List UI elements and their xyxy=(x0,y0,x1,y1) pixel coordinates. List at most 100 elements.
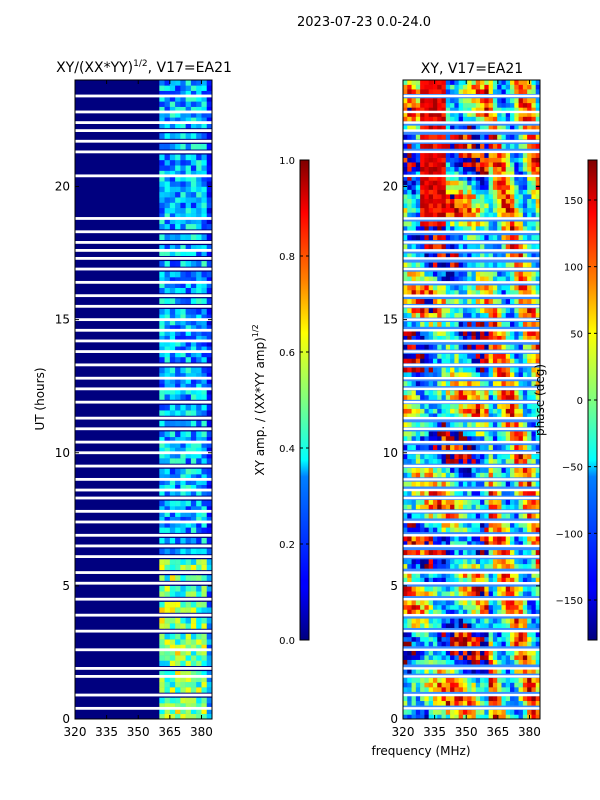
right-heatmap-cell xyxy=(492,308,498,314)
left-heatmap-cell xyxy=(206,548,213,555)
right-heatmap-cell xyxy=(411,404,417,409)
left-heatmap-cell xyxy=(196,223,202,230)
right-heatmap-cell xyxy=(432,235,438,241)
right-heatmap-cell xyxy=(527,189,532,195)
left-heatmap-cell xyxy=(169,335,176,342)
right-heatmap-cell xyxy=(497,262,502,268)
right-heatmap-cell xyxy=(535,353,541,359)
right-heatmap-cell xyxy=(501,276,507,282)
right-heatmap-cell xyxy=(488,198,494,204)
right-heatmap-cell xyxy=(510,107,515,113)
right-heatmap-cell xyxy=(518,80,524,85)
right-heatmap-cell xyxy=(510,623,515,629)
left-heatmap-cell xyxy=(196,165,202,171)
right-heatmap-cell xyxy=(484,632,489,638)
left-title: XY/(XX*YY)1/2, V17=EA21 xyxy=(56,59,232,76)
right-heatmap-cell xyxy=(437,609,442,615)
right-heatmap-cell xyxy=(424,171,429,177)
left-heatmap-cell xyxy=(196,591,202,597)
right-heatmap-cell xyxy=(505,499,511,505)
right-heatmap-cell xyxy=(492,540,498,546)
left-heatmap-cell xyxy=(180,191,186,198)
right-heatmap-cell xyxy=(454,454,459,460)
left-heatmap-cell xyxy=(201,245,208,251)
right-heatmap-cell xyxy=(535,335,541,341)
right-heatmap-cell xyxy=(535,321,541,327)
right-heatmap-cell xyxy=(467,390,472,396)
right-heatmap-cell xyxy=(411,299,417,304)
right-heatmap-cell xyxy=(492,153,498,158)
left-heatmap-cell xyxy=(206,388,213,395)
right-heatmap-cell xyxy=(501,125,507,131)
right-heatmap-cell xyxy=(527,413,532,419)
right-heatmap-cell xyxy=(475,381,481,387)
right-heatmap-cell xyxy=(437,262,442,268)
right-heatmap-cell xyxy=(462,276,468,282)
left-heatmap-cell xyxy=(196,111,202,118)
right-heatmap-cell xyxy=(450,641,455,647)
right-heatmap-cell xyxy=(510,604,515,610)
right-heatmap-cell xyxy=(475,367,481,373)
right-heatmap-cell xyxy=(527,481,532,487)
right-heatmap-cell xyxy=(445,107,451,113)
right-heatmap-cell xyxy=(501,481,507,487)
right-heatmap-cell xyxy=(505,344,511,350)
right-heatmap-cell xyxy=(454,335,459,341)
right-heatmap-cell xyxy=(497,235,502,241)
right-heatmap-cell xyxy=(415,687,421,692)
left-gap-line xyxy=(75,581,212,585)
left-heatmap-cell xyxy=(185,122,192,129)
right-heatmap-cell xyxy=(458,563,464,569)
right-heatmap-cell xyxy=(471,289,477,295)
left-gap-line xyxy=(75,241,212,244)
right-heatmap-cell xyxy=(467,413,472,419)
right-heatmap-cell xyxy=(505,563,511,569)
right-heatmap-cell xyxy=(467,714,472,720)
right-heatmap-cell xyxy=(510,609,515,615)
right-heatmap-cell xyxy=(501,472,507,478)
right-heatmap-cell xyxy=(458,641,464,647)
right-heatmap-cell xyxy=(411,394,417,400)
right-heatmap-cell xyxy=(428,102,434,108)
right-heatmap-cell xyxy=(522,659,528,665)
right-heatmap-cell xyxy=(411,212,417,218)
right-heatmap-cell xyxy=(458,271,464,277)
right-heatmap-cell xyxy=(475,198,481,204)
right-heatmap-cell xyxy=(437,166,442,172)
right-heatmap-cell xyxy=(420,125,425,131)
right-heatmap-cell xyxy=(484,134,489,140)
left-heatmap-cell xyxy=(164,521,171,528)
right-heatmap-cell xyxy=(441,226,447,231)
right-heatmap-cell xyxy=(475,422,481,428)
left-heatmap-cell xyxy=(190,95,197,102)
right-heatmap-cell xyxy=(475,687,481,692)
left-heatmap-cell xyxy=(180,117,186,123)
right-heatmap-cell xyxy=(462,312,468,318)
right-heatmap-cell xyxy=(454,591,459,597)
left-heatmap-cell xyxy=(175,420,181,427)
right-heatmap-cell xyxy=(488,431,494,437)
left-heatmap-cell xyxy=(175,607,181,613)
left-heatmap-cell xyxy=(190,516,197,523)
right-heatmap-cell xyxy=(527,244,532,250)
left-heatmap-cell xyxy=(169,697,176,704)
left-heatmap-cell xyxy=(196,564,202,571)
right-heatmap-cell xyxy=(492,331,498,336)
right-heatmap-cell xyxy=(450,262,455,268)
right-heatmap-cell xyxy=(522,618,528,624)
right-heatmap-cell xyxy=(403,550,408,555)
right-heatmap-cell xyxy=(407,540,412,546)
right-heatmap-cell xyxy=(437,353,442,359)
right-heatmap-cell xyxy=(432,609,438,615)
left-heatmap-cell xyxy=(201,111,208,118)
right-heatmap-cell xyxy=(492,513,498,519)
left-heatmap-cell xyxy=(175,340,181,347)
right-heatmap-cell xyxy=(441,559,447,565)
right-heatmap-cell xyxy=(403,641,408,647)
right-heatmap-cell xyxy=(428,408,434,414)
right-heatmap-cell xyxy=(467,102,472,108)
right-heatmap-cell xyxy=(454,636,459,642)
left-heatmap-cell xyxy=(206,117,213,123)
colorbar-tick-label: 150 xyxy=(564,196,583,207)
left-heatmap-cell xyxy=(201,687,208,693)
